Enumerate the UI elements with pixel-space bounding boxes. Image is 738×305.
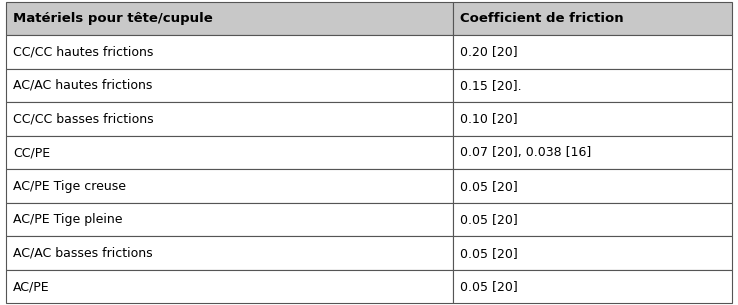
Text: AC/PE Tige creuse: AC/PE Tige creuse — [13, 180, 126, 192]
Bar — [452, 270, 732, 303]
Bar — [6, 136, 452, 169]
Text: CC/CC hautes frictions: CC/CC hautes frictions — [13, 45, 154, 58]
Text: CC/CC basses frictions: CC/CC basses frictions — [13, 113, 154, 125]
Bar — [6, 2, 452, 35]
Bar — [452, 203, 732, 236]
Text: 0.07 [20], 0.038 [16]: 0.07 [20], 0.038 [16] — [460, 146, 591, 159]
Bar — [6, 270, 452, 303]
Bar — [452, 102, 732, 136]
Bar — [452, 69, 732, 102]
Text: 0.05 [20]: 0.05 [20] — [460, 247, 517, 260]
Bar — [6, 69, 452, 102]
Bar — [452, 236, 732, 270]
Bar — [6, 169, 452, 203]
Text: 0.20 [20]: 0.20 [20] — [460, 45, 517, 58]
Text: 0.10 [20]: 0.10 [20] — [460, 113, 517, 125]
Text: CC/PE: CC/PE — [13, 146, 50, 159]
Text: 0.05 [20]: 0.05 [20] — [460, 280, 517, 293]
Bar — [452, 136, 732, 169]
Bar — [6, 35, 452, 69]
Bar — [452, 35, 732, 69]
Bar — [452, 2, 732, 35]
Bar — [6, 236, 452, 270]
Text: AC/AC hautes frictions: AC/AC hautes frictions — [13, 79, 153, 92]
Bar — [6, 203, 452, 236]
Bar — [452, 169, 732, 203]
Text: AC/PE Tige pleine: AC/PE Tige pleine — [13, 213, 123, 226]
Text: Matériels pour tête/cupule: Matériels pour tête/cupule — [13, 12, 213, 25]
Text: 0.15 [20].: 0.15 [20]. — [460, 79, 522, 92]
Text: 0.05 [20]: 0.05 [20] — [460, 180, 517, 192]
Text: AC/PE: AC/PE — [13, 280, 50, 293]
Text: 0.05 [20]: 0.05 [20] — [460, 213, 517, 226]
Bar — [6, 102, 452, 136]
Text: Coefficient de friction: Coefficient de friction — [460, 12, 624, 25]
Text: AC/AC basses frictions: AC/AC basses frictions — [13, 247, 153, 260]
